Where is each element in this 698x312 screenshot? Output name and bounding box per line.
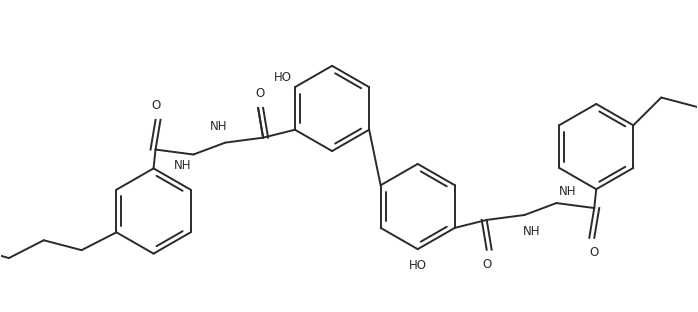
Text: NH: NH	[523, 225, 540, 238]
Text: NH: NH	[558, 185, 576, 198]
Text: O: O	[482, 258, 491, 271]
Text: O: O	[590, 246, 599, 259]
Text: HO: HO	[409, 259, 426, 272]
Text: O: O	[151, 99, 160, 112]
Text: NH: NH	[174, 159, 191, 173]
Text: O: O	[255, 87, 265, 100]
Text: NH: NH	[209, 120, 228, 133]
Text: HO: HO	[274, 71, 292, 84]
